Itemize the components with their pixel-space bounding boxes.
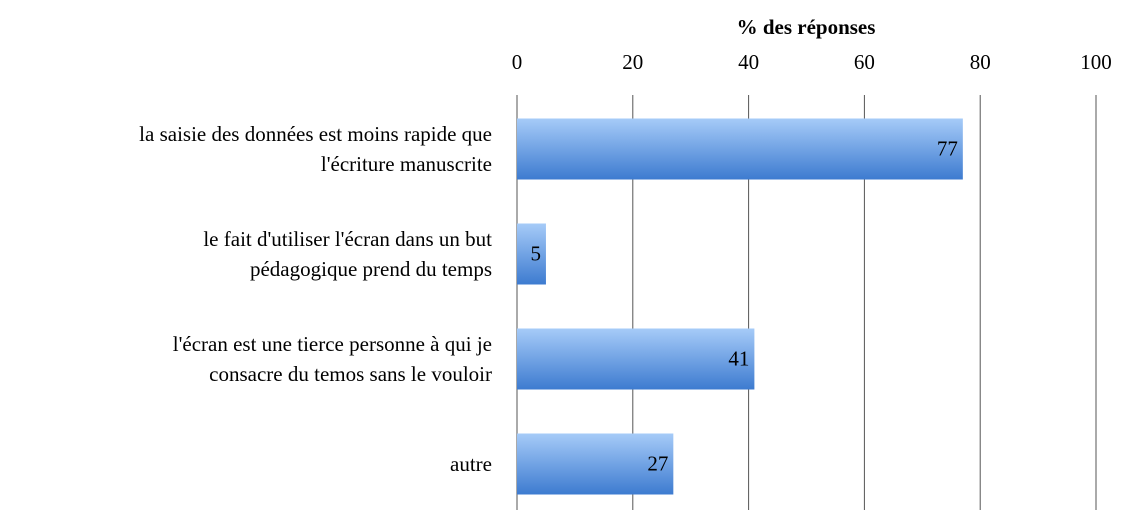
y-tick-label: la saisie des données est moins rapide q… (139, 121, 492, 176)
bar (517, 223, 546, 285)
axis-title: % des réponses (737, 15, 876, 39)
bar (517, 118, 963, 180)
value-label: 5 (530, 241, 541, 265)
value-label: 77 (937, 136, 958, 160)
x-tick-label: 100 (1080, 50, 1112, 74)
x-tick-label: 0 (512, 50, 523, 74)
y-tick-label: l'écran est une tierce personne à qui je… (172, 331, 492, 386)
x-tick-label: 40 (738, 50, 759, 74)
value-label: 27 (647, 451, 668, 475)
y-tick-label: autre (450, 451, 492, 476)
bar (517, 328, 755, 390)
value-label: 41 (728, 346, 749, 370)
x-tick-label: 20 (622, 50, 643, 74)
x-tick-label: 60 (854, 50, 875, 74)
y-tick-label: le fait d'utiliser l'écran dans un but p… (203, 226, 492, 281)
x-tick-label: 80 (970, 50, 991, 74)
bar (517, 433, 674, 495)
